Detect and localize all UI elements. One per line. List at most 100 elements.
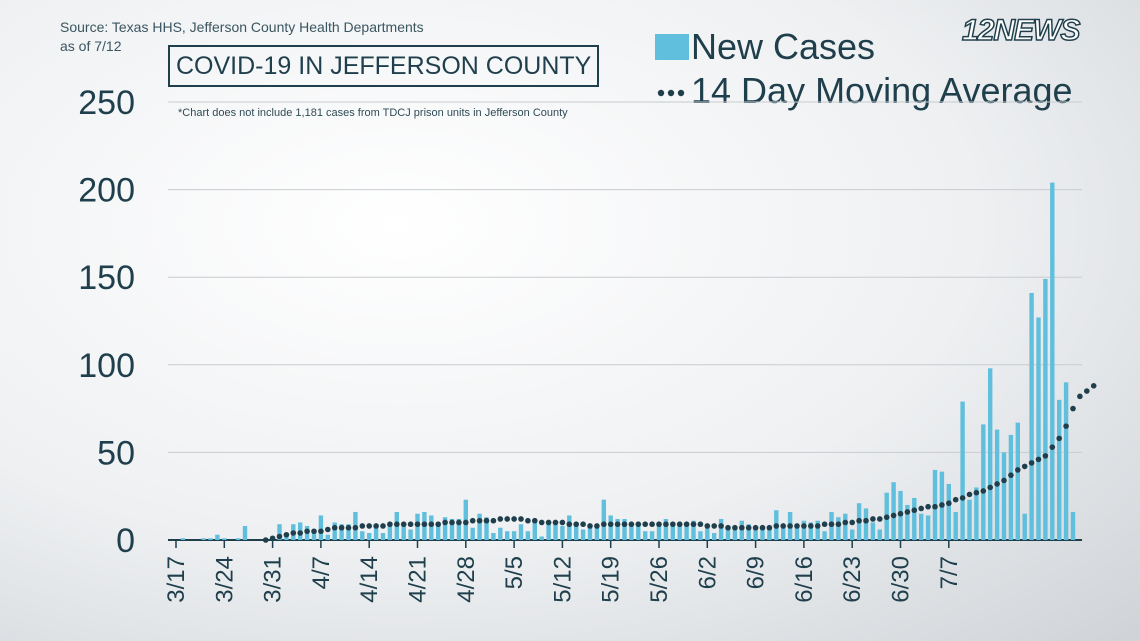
station-logo: 12NEWS [961,13,1081,48]
bar [511,531,517,540]
bar [442,517,448,540]
moving-average-point [1056,435,1062,442]
bar [891,482,896,540]
x-tick-label: 6/2 [694,556,721,589]
bar [801,520,807,540]
moving-average-point [594,523,600,529]
bar [1022,513,1027,540]
bar [953,511,958,540]
moving-average-point [469,517,476,524]
bar [180,538,186,540]
bar [580,529,586,540]
moving-average-point [628,521,635,528]
moving-average-point [939,502,945,508]
bar [981,424,986,540]
bar [408,529,413,540]
moving-average-point [849,519,855,526]
moving-average-point [1070,405,1076,412]
x-tick-label: 7/7 [936,556,963,589]
bar [649,531,655,540]
moving-average-point [559,519,566,526]
moving-average-point [863,517,869,524]
bar [1008,434,1014,540]
source-line: Source: Texas HHS, Jefferson County Heal… [60,19,424,35]
bar [339,524,344,540]
bar [498,527,503,540]
moving-average-point [442,519,448,526]
bar [863,508,869,540]
bar [601,499,606,540]
y-tick-label: 50 [97,434,135,472]
bar [215,534,220,540]
moving-average-point [276,533,283,540]
moving-average-point [663,521,669,528]
moving-average-point [532,517,538,524]
moving-average-point [463,519,469,526]
bar [449,518,455,540]
moving-average-point [483,517,490,524]
bar [484,517,489,540]
moving-average-point [614,521,621,528]
bar [656,522,662,540]
moving-average-point [269,535,276,542]
moving-average-point [842,519,849,526]
bar [1050,182,1055,541]
moving-average-point [635,521,642,528]
bar [539,536,544,540]
bar [698,531,703,540]
x-tick-label: 5/19 [598,556,625,603]
bar [1001,452,1007,540]
y-tick-label: 200 [78,172,135,210]
moving-average-point [877,516,883,522]
moving-average-point [366,523,373,529]
x-tick-label: 6/9 [743,556,770,589]
moving-average-point [718,523,724,529]
moving-average-point [932,503,938,510]
moving-average-point [566,521,573,528]
moving-average-point [297,530,304,536]
bar [574,524,579,540]
moving-average-point [994,481,1000,487]
moving-average-point [897,510,904,517]
moving-average-point [476,517,483,524]
moving-average-point [552,519,559,526]
moving-average-point [801,523,807,529]
moving-average-point [380,523,386,529]
bar [505,531,510,540]
bar [988,368,993,540]
moving-average-point [828,521,835,528]
moving-average-point [1021,463,1028,470]
moving-average-point [428,521,435,528]
bar [346,524,351,540]
moving-average-point [766,524,773,531]
moving-average-point [587,523,593,529]
moving-average-point [518,516,524,522]
bar [615,518,620,540]
bar [808,522,813,540]
moving-average-point [504,516,511,522]
x-tick-label: 6/30 [888,556,915,603]
moving-average-point [808,523,814,529]
moving-average-point [345,524,352,531]
bar [311,532,317,540]
bar [456,518,462,540]
bar [567,515,572,540]
bar [532,518,537,540]
bar [629,522,634,540]
moving-average-point [773,523,780,529]
moving-average-point [304,528,310,535]
bar [712,532,717,540]
bar [925,515,931,540]
moving-average-point [421,521,428,528]
bar [753,527,758,540]
moving-average-point [373,523,379,529]
chart-title: COVID-19 IN JEFFERSON COUNTY [168,45,600,87]
bar [843,513,848,540]
moving-average-point [946,500,952,507]
x-tick-label: 3/17 [163,556,190,603]
moving-average-point [697,521,704,528]
bar-swatch [655,34,689,60]
moving-average-point [407,521,414,528]
bar [622,518,627,540]
moving-average-point [690,521,697,528]
